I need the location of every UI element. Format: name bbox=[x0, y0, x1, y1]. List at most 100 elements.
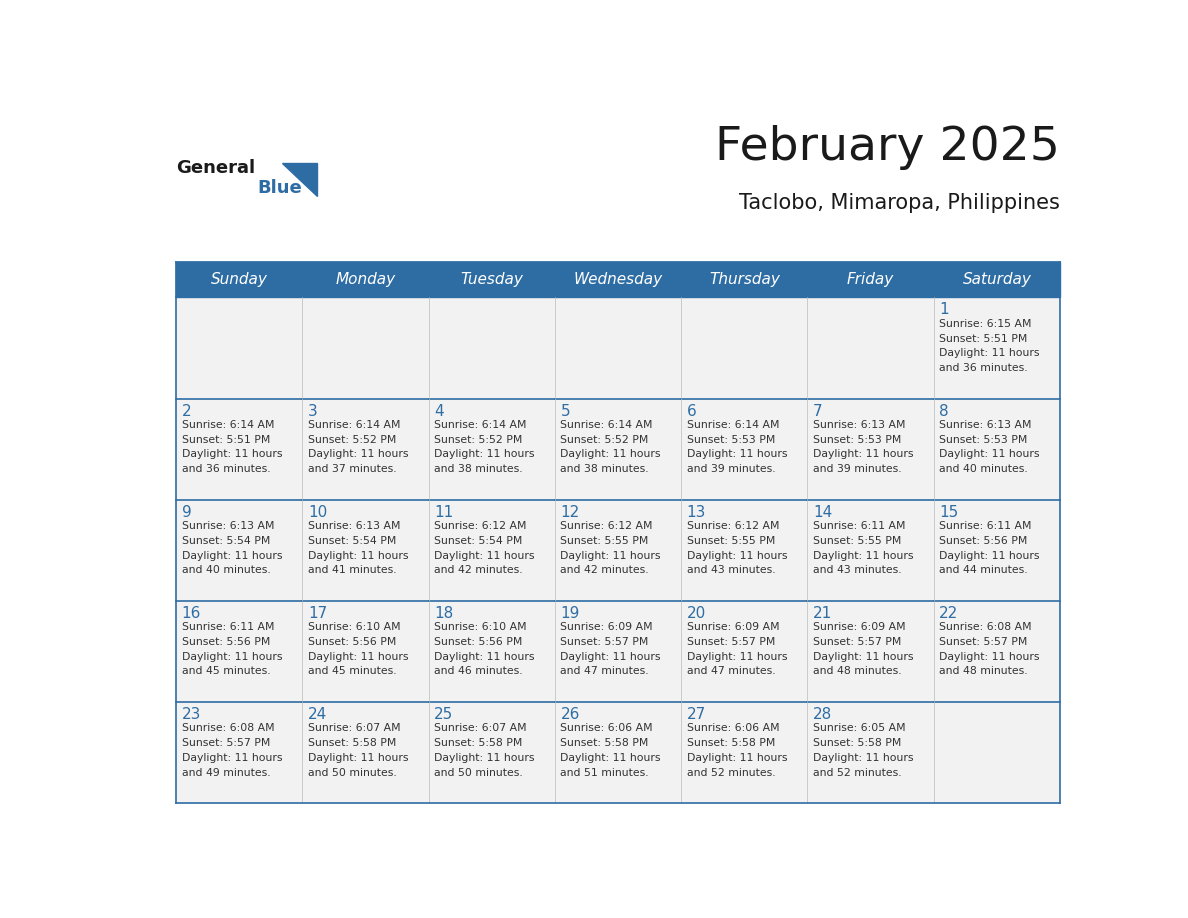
Polygon shape bbox=[282, 163, 317, 196]
Text: Sunset: 5:53 PM: Sunset: 5:53 PM bbox=[940, 434, 1028, 444]
FancyBboxPatch shape bbox=[808, 600, 934, 701]
FancyBboxPatch shape bbox=[176, 297, 303, 398]
Text: Sunset: 5:58 PM: Sunset: 5:58 PM bbox=[434, 738, 523, 748]
Text: Daylight: 11 hours: Daylight: 11 hours bbox=[813, 450, 914, 459]
Text: 12: 12 bbox=[561, 505, 580, 520]
FancyBboxPatch shape bbox=[681, 701, 808, 803]
Text: Daylight: 11 hours: Daylight: 11 hours bbox=[308, 450, 409, 459]
FancyBboxPatch shape bbox=[934, 263, 1060, 297]
Text: Sunrise: 6:10 AM: Sunrise: 6:10 AM bbox=[308, 621, 400, 632]
Text: Sunset: 5:58 PM: Sunset: 5:58 PM bbox=[687, 738, 775, 748]
FancyBboxPatch shape bbox=[555, 499, 681, 600]
FancyBboxPatch shape bbox=[303, 499, 429, 600]
Text: and 40 minutes.: and 40 minutes. bbox=[940, 465, 1028, 475]
Text: and 41 minutes.: and 41 minutes. bbox=[308, 565, 397, 576]
Text: and 52 minutes.: and 52 minutes. bbox=[687, 767, 776, 778]
Text: Sunset: 5:53 PM: Sunset: 5:53 PM bbox=[687, 434, 775, 444]
FancyBboxPatch shape bbox=[176, 701, 303, 803]
Text: Sunrise: 6:13 AM: Sunrise: 6:13 AM bbox=[813, 420, 905, 430]
Text: Daylight: 11 hours: Daylight: 11 hours bbox=[561, 551, 661, 561]
Text: Sunday: Sunday bbox=[210, 273, 267, 287]
Text: Sunrise: 6:15 AM: Sunrise: 6:15 AM bbox=[940, 319, 1031, 329]
Text: Sunrise: 6:09 AM: Sunrise: 6:09 AM bbox=[813, 621, 905, 632]
Text: Sunset: 5:52 PM: Sunset: 5:52 PM bbox=[434, 434, 523, 444]
FancyBboxPatch shape bbox=[429, 600, 555, 701]
FancyBboxPatch shape bbox=[429, 499, 555, 600]
FancyBboxPatch shape bbox=[555, 263, 681, 297]
FancyBboxPatch shape bbox=[303, 398, 429, 499]
Text: Sunset: 5:57 PM: Sunset: 5:57 PM bbox=[561, 637, 649, 647]
Text: and 38 minutes.: and 38 minutes. bbox=[434, 465, 523, 475]
FancyBboxPatch shape bbox=[681, 600, 808, 701]
Text: 5: 5 bbox=[561, 404, 570, 419]
Text: Sunset: 5:52 PM: Sunset: 5:52 PM bbox=[308, 434, 397, 444]
Text: Sunset: 5:51 PM: Sunset: 5:51 PM bbox=[940, 333, 1028, 343]
Text: and 45 minutes.: and 45 minutes. bbox=[182, 666, 271, 677]
Text: Sunset: 5:51 PM: Sunset: 5:51 PM bbox=[182, 434, 270, 444]
Text: Sunrise: 6:07 AM: Sunrise: 6:07 AM bbox=[434, 723, 526, 733]
Text: Sunrise: 6:14 AM: Sunrise: 6:14 AM bbox=[687, 420, 779, 430]
FancyBboxPatch shape bbox=[303, 297, 429, 398]
FancyBboxPatch shape bbox=[681, 297, 808, 398]
Text: and 42 minutes.: and 42 minutes. bbox=[434, 565, 523, 576]
FancyBboxPatch shape bbox=[934, 499, 1060, 600]
Text: and 50 minutes.: and 50 minutes. bbox=[308, 767, 397, 778]
Text: Daylight: 11 hours: Daylight: 11 hours bbox=[687, 450, 788, 459]
Text: Daylight: 11 hours: Daylight: 11 hours bbox=[434, 753, 535, 763]
Text: 13: 13 bbox=[687, 505, 706, 520]
FancyBboxPatch shape bbox=[555, 398, 681, 499]
FancyBboxPatch shape bbox=[429, 297, 555, 398]
FancyBboxPatch shape bbox=[934, 701, 1060, 803]
Text: and 40 minutes.: and 40 minutes. bbox=[182, 565, 271, 576]
Text: Daylight: 11 hours: Daylight: 11 hours bbox=[561, 753, 661, 763]
FancyBboxPatch shape bbox=[808, 701, 934, 803]
Text: 4: 4 bbox=[434, 404, 444, 419]
Text: Daylight: 11 hours: Daylight: 11 hours bbox=[940, 450, 1040, 459]
Text: Sunrise: 6:14 AM: Sunrise: 6:14 AM bbox=[434, 420, 526, 430]
Text: and 48 minutes.: and 48 minutes. bbox=[940, 666, 1028, 677]
Text: Sunset: 5:56 PM: Sunset: 5:56 PM bbox=[182, 637, 270, 647]
Text: Daylight: 11 hours: Daylight: 11 hours bbox=[813, 551, 914, 561]
Text: Taclobo, Mimaropa, Philippines: Taclobo, Mimaropa, Philippines bbox=[739, 193, 1060, 213]
FancyBboxPatch shape bbox=[934, 297, 1060, 398]
Text: 28: 28 bbox=[813, 707, 833, 722]
Text: Wednesday: Wednesday bbox=[574, 273, 663, 287]
Text: Daylight: 11 hours: Daylight: 11 hours bbox=[561, 652, 661, 662]
Text: Sunset: 5:56 PM: Sunset: 5:56 PM bbox=[434, 637, 523, 647]
Text: 8: 8 bbox=[940, 404, 949, 419]
Text: Sunset: 5:57 PM: Sunset: 5:57 PM bbox=[182, 738, 270, 748]
Text: 7: 7 bbox=[813, 404, 822, 419]
Text: Sunrise: 6:13 AM: Sunrise: 6:13 AM bbox=[308, 521, 400, 531]
Text: and 43 minutes.: and 43 minutes. bbox=[813, 565, 902, 576]
FancyBboxPatch shape bbox=[429, 701, 555, 803]
Text: and 37 minutes.: and 37 minutes. bbox=[308, 465, 397, 475]
Text: 27: 27 bbox=[687, 707, 706, 722]
Text: and 39 minutes.: and 39 minutes. bbox=[687, 465, 776, 475]
Text: Sunset: 5:58 PM: Sunset: 5:58 PM bbox=[308, 738, 397, 748]
Text: 24: 24 bbox=[308, 707, 327, 722]
Text: Daylight: 11 hours: Daylight: 11 hours bbox=[813, 753, 914, 763]
Text: Sunset: 5:54 PM: Sunset: 5:54 PM bbox=[434, 536, 523, 545]
Text: Tuesday: Tuesday bbox=[461, 273, 523, 287]
Text: Sunrise: 6:11 AM: Sunrise: 6:11 AM bbox=[940, 521, 1031, 531]
Text: and 36 minutes.: and 36 minutes. bbox=[940, 364, 1028, 374]
Text: 19: 19 bbox=[561, 606, 580, 621]
Text: and 43 minutes.: and 43 minutes. bbox=[687, 565, 776, 576]
Text: 23: 23 bbox=[182, 707, 201, 722]
Text: 6: 6 bbox=[687, 404, 696, 419]
Text: Sunset: 5:56 PM: Sunset: 5:56 PM bbox=[940, 536, 1028, 545]
Text: 1: 1 bbox=[940, 302, 949, 318]
Text: 25: 25 bbox=[434, 707, 454, 722]
Text: and 45 minutes.: and 45 minutes. bbox=[308, 666, 397, 677]
Text: Sunrise: 6:08 AM: Sunrise: 6:08 AM bbox=[182, 723, 274, 733]
FancyBboxPatch shape bbox=[303, 701, 429, 803]
Text: Sunrise: 6:12 AM: Sunrise: 6:12 AM bbox=[687, 521, 779, 531]
Text: Daylight: 11 hours: Daylight: 11 hours bbox=[687, 551, 788, 561]
Text: Daylight: 11 hours: Daylight: 11 hours bbox=[182, 652, 282, 662]
Text: Sunrise: 6:14 AM: Sunrise: 6:14 AM bbox=[182, 420, 274, 430]
Text: 22: 22 bbox=[940, 606, 959, 621]
FancyBboxPatch shape bbox=[808, 499, 934, 600]
Text: and 48 minutes.: and 48 minutes. bbox=[813, 666, 902, 677]
Text: Sunset: 5:55 PM: Sunset: 5:55 PM bbox=[813, 536, 902, 545]
Text: Sunset: 5:58 PM: Sunset: 5:58 PM bbox=[813, 738, 902, 748]
